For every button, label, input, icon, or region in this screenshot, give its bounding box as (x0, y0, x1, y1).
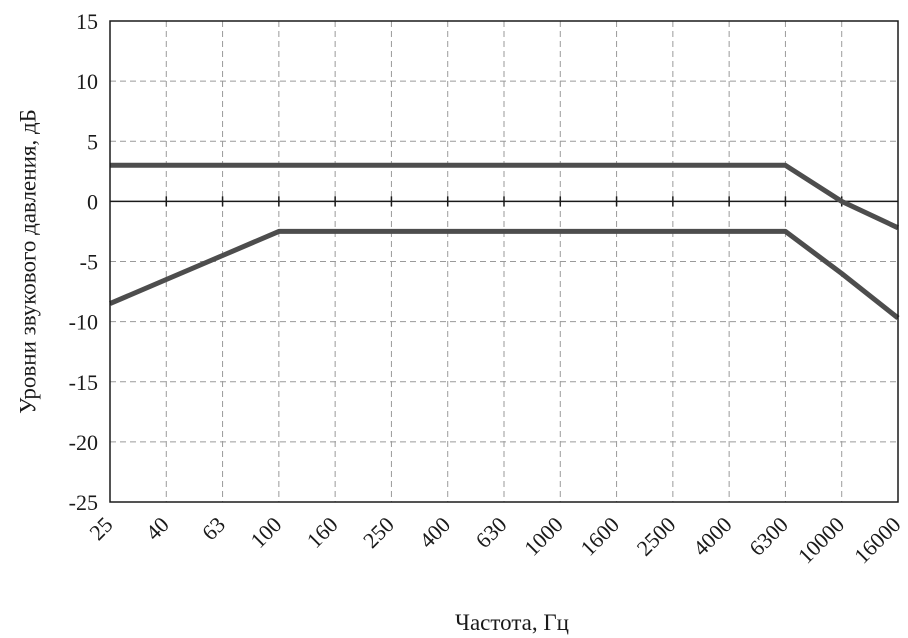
x-tick-label: 4000 (688, 512, 737, 561)
y-tick-label: 5 (87, 129, 98, 154)
x-tick-label: 250 (358, 512, 399, 553)
x-tick-label: 400 (414, 512, 455, 553)
series-line-2 (109, 228, 900, 320)
x-tick-label: 1600 (575, 512, 624, 561)
x-tick-label: 25 (84, 512, 117, 545)
plot-frame (109, 20, 899, 503)
x-axis-label: Частота, Гц (455, 610, 569, 635)
series-layer (109, 162, 900, 320)
x-tick-labels: 25 40 63 100 160 250 400 630 1000 1600 2500 4000 630… (84, 512, 905, 569)
y-tick-label: -25 (69, 490, 98, 515)
x-tick-label: 63 (197, 512, 230, 545)
y-tick-label: -20 (69, 430, 98, 455)
x-tick-label: 10000 (793, 512, 850, 569)
y-tick-label: 10 (76, 69, 98, 94)
x-tick-label: 100 (245, 512, 286, 553)
x-tick-label: 40 (141, 512, 174, 545)
y-axis-label: Уровни звукового давления, дБ (15, 109, 40, 414)
y-tick-label: 15 (76, 9, 98, 34)
y-tick-label: 0 (87, 189, 98, 214)
x-tick-label: 630 (471, 512, 512, 553)
x-tick-label: 6300 (744, 512, 793, 561)
series-line-1 (110, 162, 900, 231)
grid-lines (110, 21, 898, 502)
x-tick-label: 2500 (632, 512, 681, 561)
y-tick-labels: 15 10 5 0 -5 -10 -15 -20 -25 (69, 9, 98, 515)
x-tick-label: 16000 (849, 512, 906, 569)
x-tick-label: 1000 (519, 512, 568, 561)
x-tick-label: 160 (302, 512, 343, 553)
y-tick-label: -5 (80, 250, 98, 275)
y-tick-label: -10 (69, 310, 98, 335)
y-tick-label: -15 (69, 370, 98, 395)
